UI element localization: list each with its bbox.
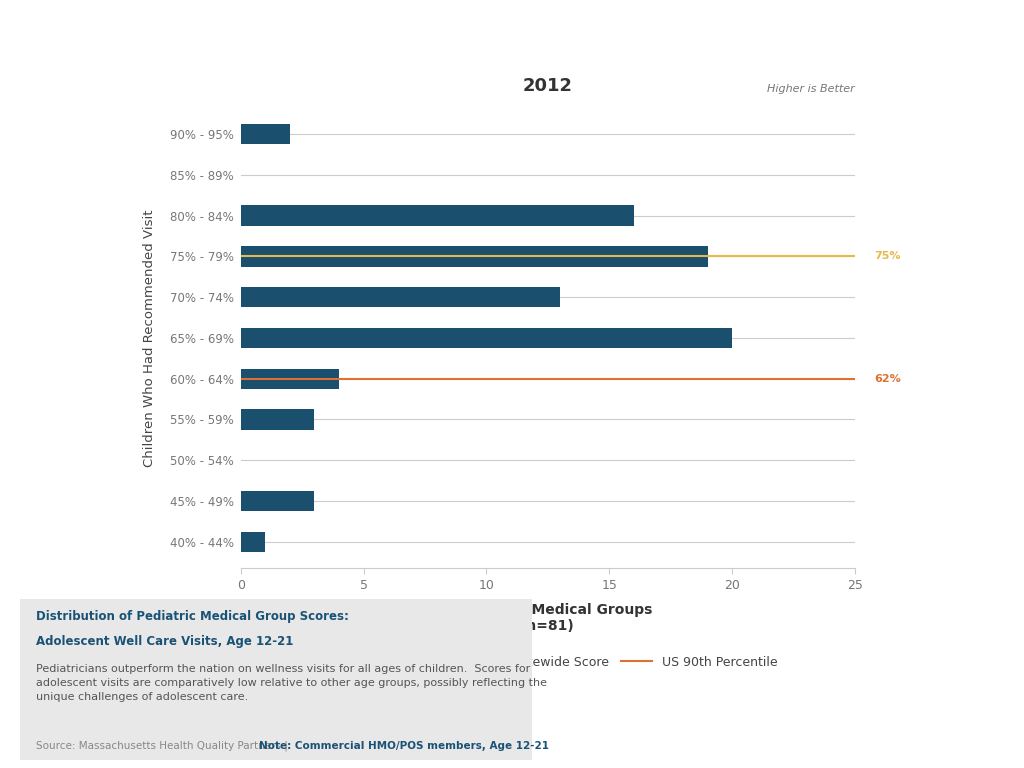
Bar xyxy=(241,205,634,226)
Bar xyxy=(241,328,732,348)
Text: 75%: 75% xyxy=(874,251,901,261)
Text: Note: Commercial HMO/POS members, Age 12-21: Note: Commercial HMO/POS members, Age 12… xyxy=(258,740,549,750)
Text: CHIA.: CHIA. xyxy=(906,78,976,98)
Bar xyxy=(241,124,290,144)
Text: Source: Massachusetts Health Quality Partners |: Source: Massachusetts Health Quality Par… xyxy=(36,740,291,750)
Bar xyxy=(241,409,314,429)
X-axis label: Number of Medical Groups
(n=81): Number of Medical Groups (n=81) xyxy=(443,603,652,633)
Text: 62%: 62% xyxy=(874,374,901,384)
Bar xyxy=(241,369,339,389)
Text: Higher is Better: Higher is Better xyxy=(767,84,855,94)
Text: Adolescent Well Care Visits, Age 12-21: Adolescent Well Care Visits, Age 12-21 xyxy=(36,634,293,647)
Bar xyxy=(241,491,314,511)
Bar xyxy=(241,287,560,307)
Text: Distribution of Pediatric Medical Group Scores:: Distribution of Pediatric Medical Group … xyxy=(36,611,349,624)
Bar xyxy=(241,531,265,552)
FancyBboxPatch shape xyxy=(20,599,532,760)
Legend: Statewide Score, US 90th Percentile: Statewide Score, US 90th Percentile xyxy=(460,650,783,674)
Text: Pediatricians outperform the nation on wellness visits for all ages of children.: Pediatricians outperform the nation on w… xyxy=(36,664,547,701)
Bar xyxy=(241,247,708,266)
Title: 2012: 2012 xyxy=(523,77,572,95)
Y-axis label: Children Who Had Recommended Visit: Children Who Had Recommended Visit xyxy=(142,209,156,467)
